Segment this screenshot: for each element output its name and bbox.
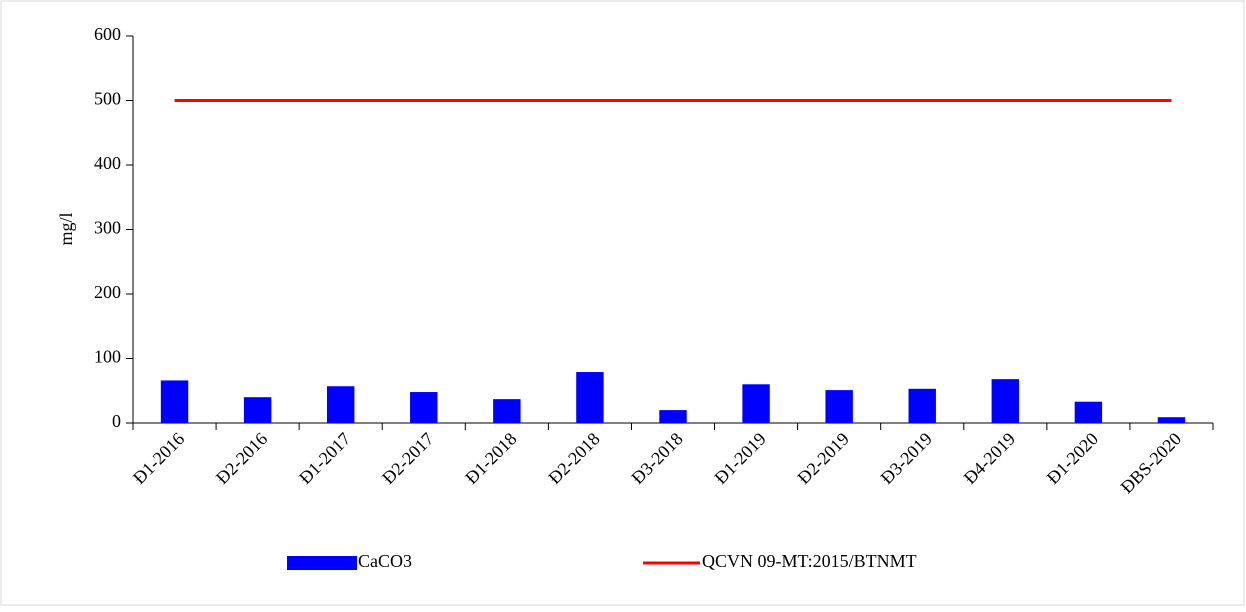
- y-tick-label: 0: [112, 411, 121, 431]
- bar: [326, 386, 355, 423]
- y-tick-label: 300: [94, 218, 121, 238]
- y-tick-label: 100: [94, 347, 121, 367]
- y-tick-label: 500: [94, 89, 121, 109]
- legend-swatch: [287, 556, 357, 570]
- legend-label: CaCO3: [358, 551, 412, 571]
- bar: [742, 384, 770, 423]
- bar: [576, 372, 604, 423]
- bar: [1157, 417, 1186, 423]
- y-tick-label: 400: [94, 153, 121, 173]
- bar: [410, 392, 438, 423]
- bar: [160, 380, 189, 423]
- y-tick-label: 600: [94, 24, 121, 44]
- y-tick-label: 200: [94, 282, 121, 302]
- bar: [825, 390, 853, 423]
- bar: [1074, 401, 1103, 423]
- bar: [991, 379, 1020, 423]
- bar: [908, 388, 936, 423]
- legend-label: QCVN 09-MT:2015/BTNMT: [702, 551, 917, 571]
- bar: [659, 410, 687, 423]
- bar: [493, 399, 521, 423]
- bar: [243, 397, 272, 423]
- y-axis-label: mg/l: [56, 212, 76, 245]
